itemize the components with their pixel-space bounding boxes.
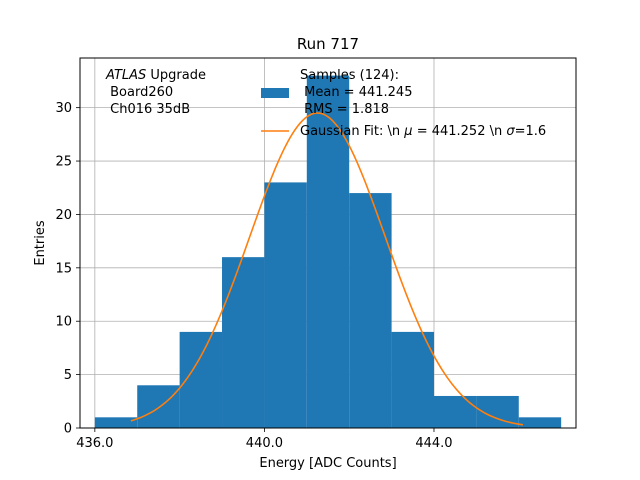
atlas-annotation: ATLAS Upgrade Board260 Ch016 35dB [105,68,206,117]
legend-samples-rms: RMS = 1.818 [300,102,389,117]
histogram-bar [391,331,434,428]
annotation-line-1: ATLAS Upgrade [105,68,206,83]
x-axis-ticks: 436.0 440.0 444.0 [76,428,453,451]
histogram-bar [137,385,180,428]
x-tick-label: 436.0 [76,436,113,451]
y-tick-label: 5 [64,368,72,383]
legend: Samples (124): Mean = 441.245 RMS = 1.81… [261,68,546,139]
histogram-bar [264,182,307,428]
legend-fit-sigma-symbol: σ [506,124,515,139]
gaussian-fit-curve [130,112,524,426]
histogram-bar [518,417,562,428]
legend-fit-sigma-value: =1.6 [515,124,547,139]
y-tick-label: 25 [55,155,72,170]
histogram-bar [94,417,138,428]
legend-samples-mean: Mean = 441.245 [300,85,412,100]
legend-samples-swatch [261,88,289,98]
histogram-bar [222,257,265,428]
y-tick-label: 15 [55,261,72,276]
histogram-bars [94,75,562,428]
legend-fit-mu-symbol: μ [403,124,412,139]
histogram-bar [349,193,392,428]
legend-fit-prefix: Gaussian Fit: \n [300,124,404,139]
y-tick-label: 30 [55,101,72,116]
y-tick-label: 20 [55,208,72,223]
annotation-channel: Ch016 35dB [106,102,190,117]
x-tick-label: 440.0 [246,436,283,451]
legend-fit-label: Gaussian Fit: \n μ = 441.252 \n σ=1.6 [300,124,546,139]
x-axis-label: Energy [ADC Counts] [259,456,396,471]
annotation-upgrade: Upgrade [146,68,206,83]
annotation-atlas: ATLAS [105,68,146,83]
y-tick-label: 10 [55,315,72,330]
legend-fit-mu-value: = 441.252 \n [413,124,507,139]
y-axis-ticks: 0 5 10 15 20 25 30 [55,101,80,437]
annotation-board: Board260 [106,85,173,100]
x-tick-label: 444.0 [415,436,452,451]
chart-title: Run 717 [297,35,359,53]
y-axis-label: Entries [33,220,48,266]
legend-samples-line-1: Samples (124): [300,68,399,83]
plot-frame [79,57,577,429]
y-tick-label: 0 [64,422,72,437]
histogram-bar [433,395,477,428]
